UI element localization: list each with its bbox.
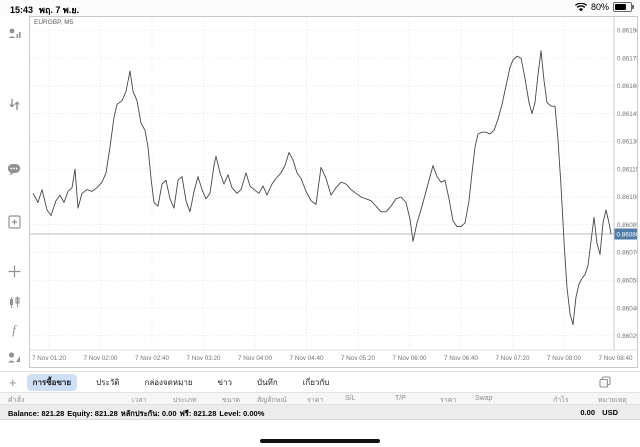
account-bar: Balance: 821.28 Equity: 821.28 หลักประกัน:… [0,405,640,420]
column-header-9: Swap [475,395,493,402]
svg-text:7 Nov 04:40: 7 Nov 04:40 [290,355,324,362]
svg-text:0.86145: 0.86145 [617,111,637,118]
account-segment-4: Level: 0.00% [219,409,265,418]
column-header-5: ราคา [307,397,324,404]
svg-text:0.86115: 0.86115 [617,166,637,173]
account-segment-1: Equity: 821.28 [67,409,118,418]
clock: 15:43 [10,5,34,15]
svg-text:7 Nov 04:00: 7 Nov 04:00 [238,355,272,362]
orders-table-header: คำสั่ง เวลา ประเภท ขนาด สัญลักษณ์ ราคา S/L T/P ร… [0,392,640,405]
column-header-7: T/P [395,395,406,402]
detach-window-icon[interactable] [599,376,611,388]
status-right: 80% [574,2,634,12]
svg-text:7 Nov 02:00: 7 Nov 02:00 [84,355,118,362]
column-header-4: สัญลักษณ์ [257,397,287,404]
svg-text:7 Nov 01:20: 7 Nov 01:20 [32,355,66,362]
svg-text:0.86055: 0.86055 [617,277,637,284]
add-tab-button[interactable]: + [9,374,17,390]
account-segment-3: ฟรี: 821.28 [179,409,217,418]
chat-icon[interactable] [6,161,22,177]
svg-text:7 Nov 06:00: 7 Nov 06:00 [393,355,427,362]
column-header-0: คำสั่ง [8,397,25,404]
new-order-icon[interactable] [6,214,22,230]
panel-tab-1[interactable]: ประวัติ [96,377,120,387]
svg-text:7 Nov 05:20: 7 Nov 05:20 [341,355,375,362]
svg-text:7 Nov 07:20: 7 Nov 07:20 [496,355,530,362]
status-date: พฤ. 7 พ.ย. [39,5,80,15]
svg-text:7 Nov 08:40: 7 Nov 08:40 [599,355,633,362]
panel-tab-0[interactable]: การซื้อขาย [26,373,78,391]
account-segment-2: หลักประกัน: 0.00 [120,409,177,418]
column-header-10: กำไร [553,397,569,404]
account-segment-0: Balance: 821.28 [8,409,65,418]
trade-levels-icon[interactable] [6,96,22,112]
column-header-11: หมายเหตุ [598,397,627,404]
objects-icon[interactable] [6,349,22,365]
status-bar: 15:43 พฤ. 7 พ.ย. 80% [0,0,640,16]
column-header-3: ขนาด [222,397,241,404]
svg-text:7 Nov 03:20: 7 Nov 03:20 [187,355,221,362]
home-indicator[interactable] [260,439,380,443]
battery-icon [613,2,634,12]
chart-area[interactable]: EURGBP, M5 0.861900.861750.861600.861450… [29,16,638,368]
chart-type-icon[interactable] [6,294,22,310]
svg-text:0.86175: 0.86175 [617,55,637,62]
chart-symbol-label: EURGBP, M5 [34,19,74,26]
crosshair-icon[interactable] [6,263,22,279]
left-toolbar: f M5 [0,16,29,384]
indicators-icon[interactable]: f [12,322,16,337]
svg-text:0.86025: 0.86025 [617,333,637,340]
svg-text:0.86085: 0.86085 [617,222,637,229]
panel-tab-2[interactable]: กล่องจดหมาย [144,377,193,387]
quotes-icon[interactable] [6,26,22,42]
column-header-8: ราคา [440,397,457,404]
panel-tab-4[interactable]: บันทึก [257,377,278,387]
panel-tab-5[interactable]: เกี่ยวกับ [302,377,330,387]
panel-tab-3[interactable]: ข่าว [217,377,232,387]
svg-text:7 Nov 02:40: 7 Nov 02:40 [135,355,169,362]
wifi-icon [574,2,587,11]
column-header-2: ประเภท [173,397,197,404]
svg-text:7 Nov 08:00: 7 Nov 08:00 [547,355,581,362]
bottom-tab-bar: + การซื้อขาย ประวัติ กล่องจดหมาย ข่าว บันทึก… [0,371,640,392]
floating-profit: 0.00 [580,408,595,417]
battery-percent: 80% [590,2,609,12]
status-left: 15:43 พฤ. 7 พ.ย. [10,3,79,17]
account-currency: USD [602,408,618,417]
column-header-6: S/L [345,395,356,402]
svg-text:7 Nov 06:40: 7 Nov 06:40 [444,355,478,362]
panel-tabs: การซื้อขาย ประวัติ กล่องจดหมาย ข่าว บันทึก เก… [26,373,336,391]
current-price-label: 0.86080 [617,231,638,238]
column-header-1: เวลา [132,397,147,404]
account-summary: Balance: 821.28 Equity: 821.28 หลักประกัน:… [8,408,267,420]
